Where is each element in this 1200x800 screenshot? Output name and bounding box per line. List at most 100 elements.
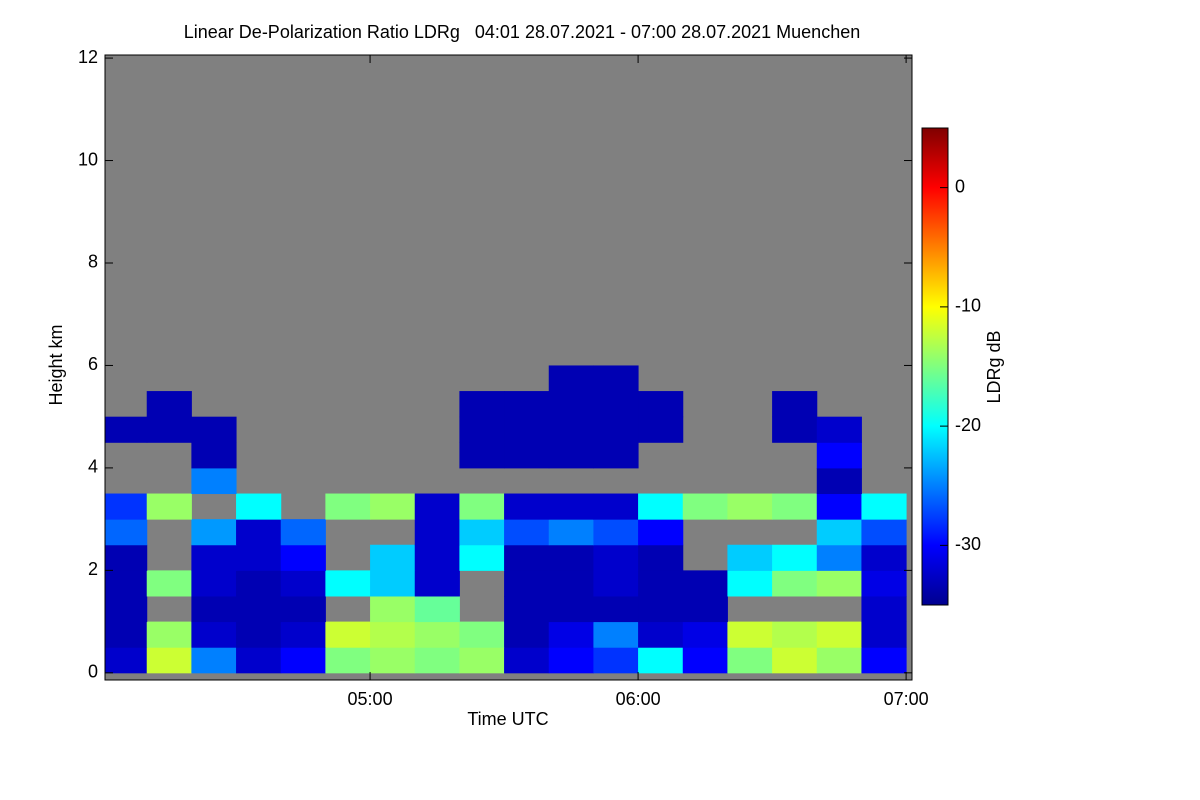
heatmap-cell xyxy=(816,621,862,648)
heatmap-cell xyxy=(370,595,416,623)
heatmap-cell xyxy=(861,519,907,546)
heatmap-cell xyxy=(593,647,639,674)
heatmap-cell xyxy=(459,621,505,648)
plot-frame xyxy=(104,54,913,681)
heatmap-cell xyxy=(504,544,550,571)
heatmap-cell xyxy=(146,391,192,418)
heatmap-cell xyxy=(191,647,237,674)
y-tick-label: 6 xyxy=(88,354,98,374)
heatmap-cell xyxy=(816,519,862,546)
heatmap-cell xyxy=(638,595,684,623)
heatmap-cell xyxy=(504,647,550,674)
heatmap-cell xyxy=(816,570,862,597)
heatmap-cell xyxy=(236,544,282,571)
heatmap-cell xyxy=(816,442,862,469)
heatmap-cell xyxy=(236,595,282,623)
heatmap-cell xyxy=(105,595,148,623)
heatmap-cell xyxy=(236,647,282,674)
y-tick-label: 2 xyxy=(88,559,98,579)
heatmap-cell xyxy=(772,570,818,597)
heatmap-cell xyxy=(548,570,594,597)
heatmap-cell xyxy=(638,391,684,418)
heatmap-cell xyxy=(414,570,460,597)
heatmap-cell xyxy=(105,647,148,674)
heatmap-cell xyxy=(146,647,192,674)
heatmap-cell xyxy=(146,416,192,443)
heatmap-cell xyxy=(593,416,639,443)
heatmap-cell xyxy=(593,365,639,392)
heatmap-cell xyxy=(191,442,237,469)
heatmap-cell xyxy=(548,416,594,443)
heatmap-cell xyxy=(861,570,907,597)
heatmap-cell xyxy=(772,391,818,418)
heatmap-cell xyxy=(682,647,728,674)
heatmap-cell xyxy=(236,519,282,546)
heatmap-cell xyxy=(816,416,862,443)
y-tick-label: 12 xyxy=(78,47,98,67)
heatmap-cell xyxy=(191,467,237,495)
heatmap-cell xyxy=(682,570,728,597)
heatmap-cell xyxy=(236,621,282,648)
heatmap-cell xyxy=(504,391,550,418)
y-tick-label: 8 xyxy=(88,252,98,272)
heatmap-cell xyxy=(146,493,192,520)
heatmap-cell xyxy=(727,493,773,520)
heatmap-cell xyxy=(682,595,728,623)
heatmap-cell xyxy=(280,570,326,597)
heatmap-cell xyxy=(459,416,505,443)
heatmap-cell xyxy=(146,570,192,597)
heatmap-cell xyxy=(105,544,148,571)
heatmap-cell xyxy=(105,570,148,597)
heatmap-cell xyxy=(727,647,773,674)
heatmap-cell xyxy=(816,493,862,520)
heatmap-cell xyxy=(370,647,416,674)
heatmap-cell xyxy=(414,519,460,546)
heatmap-cell xyxy=(325,493,371,520)
heatmap-cell xyxy=(105,416,148,443)
heatmap-cell xyxy=(548,442,594,469)
heatmap-cell xyxy=(414,621,460,648)
heatmap-cell xyxy=(280,595,326,623)
heatmap-cell xyxy=(191,570,237,597)
heatmap-cell xyxy=(191,416,237,443)
heatmap-cell xyxy=(280,519,326,546)
heatmap-cell xyxy=(548,621,594,648)
heatmap-cell xyxy=(861,621,907,648)
heatmap-cell xyxy=(593,595,639,623)
heatmap-cell xyxy=(548,365,594,392)
heatmap-cell xyxy=(772,647,818,674)
heatmap-cell xyxy=(504,416,550,443)
heatmap-cell xyxy=(414,647,460,674)
heatmap-cell xyxy=(236,493,282,520)
heatmap-cell xyxy=(105,519,148,546)
heatmap-cell xyxy=(280,544,326,571)
y-axis-label: Height km xyxy=(46,324,66,405)
heatmap-cell xyxy=(504,493,550,520)
colorbar-tick-label: -20 xyxy=(955,415,981,435)
chart-title: Linear De-Polarization Ratio LDRg 04:01 … xyxy=(184,22,860,42)
heatmap-cell xyxy=(593,621,639,648)
heatmap-cell xyxy=(638,544,684,571)
x-tick-label: 05:00 xyxy=(348,689,393,709)
heatmap-cell xyxy=(280,621,326,648)
heatmap-cell xyxy=(146,621,192,648)
heatmap-cell xyxy=(638,519,684,546)
heatmap-cell xyxy=(772,416,818,443)
heatmap-cell xyxy=(816,467,862,495)
heatmap-cell xyxy=(370,570,416,597)
heatmap-cell xyxy=(861,595,907,623)
heatmap-cell xyxy=(236,570,282,597)
x-axis-label: Time UTC xyxy=(467,709,548,729)
heatmap-cell xyxy=(325,570,371,597)
heatmap-cell xyxy=(816,544,862,571)
colorbar xyxy=(921,127,949,606)
heatmap xyxy=(105,365,907,674)
heatmap-cell xyxy=(459,544,505,571)
heatmap-cell xyxy=(548,493,594,520)
y-tick-label: 10 xyxy=(78,149,98,169)
heatmap-cell xyxy=(414,544,460,571)
heatmap-cell xyxy=(593,570,639,597)
colorbar-tick-label: 0 xyxy=(955,176,965,196)
heatmap-cell xyxy=(593,442,639,469)
x-tick-label: 07:00 xyxy=(884,689,929,709)
